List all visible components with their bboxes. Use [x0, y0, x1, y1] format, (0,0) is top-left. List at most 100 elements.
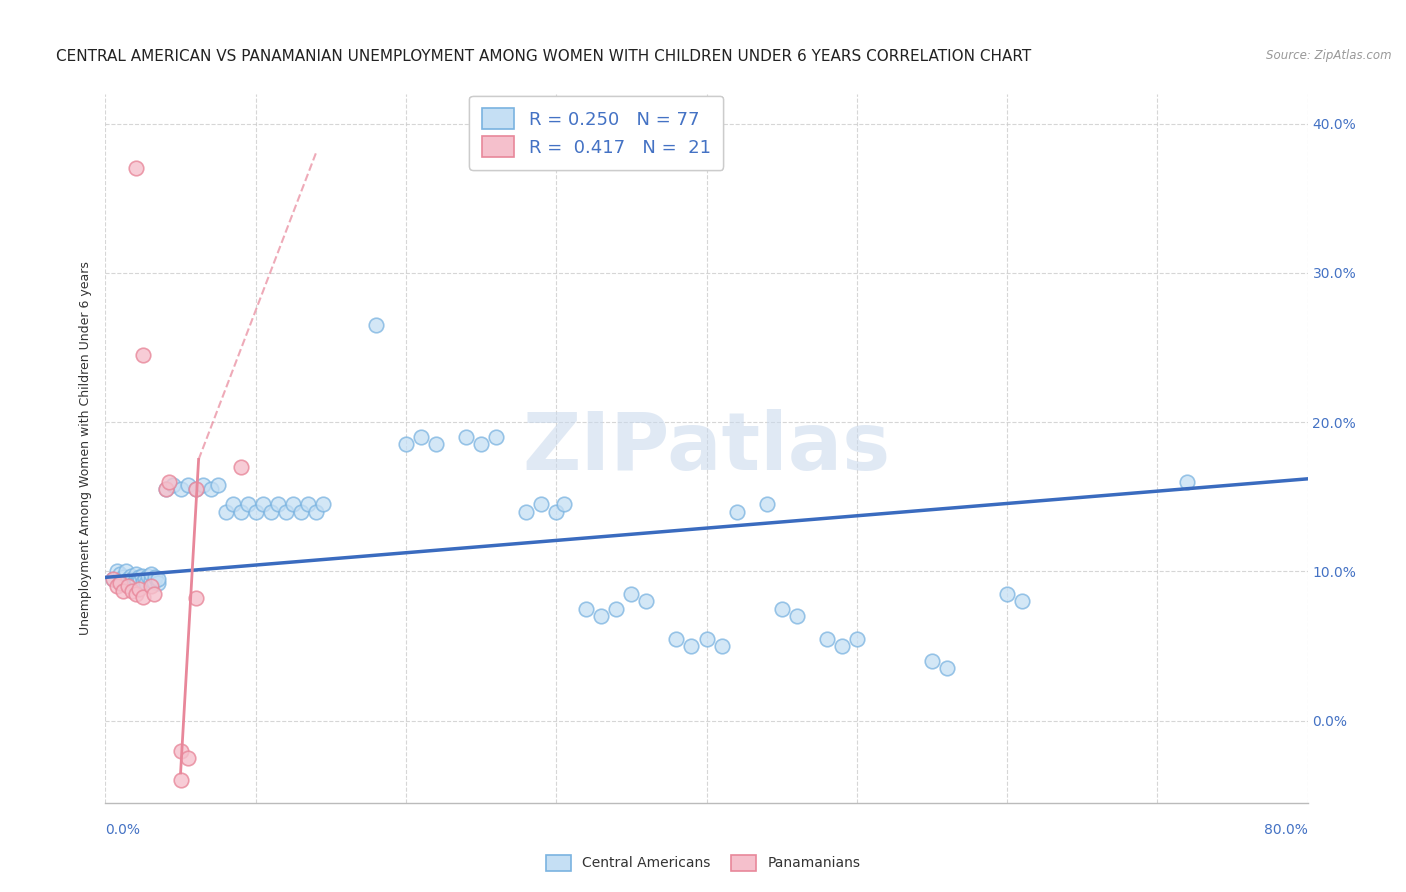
Point — [125, 574, 148, 589]
Point — [470, 437, 492, 451]
Point — [184, 483, 207, 497]
Point — [515, 505, 537, 519]
Text: ZIPatlas: ZIPatlas — [523, 409, 890, 487]
Point — [132, 590, 155, 604]
Point — [136, 569, 159, 583]
Point — [169, 483, 191, 497]
Point — [155, 483, 177, 497]
Point — [142, 574, 165, 589]
Point — [121, 572, 143, 586]
Point — [135, 576, 157, 591]
Point — [155, 483, 177, 497]
Point — [115, 565, 138, 579]
Point — [112, 583, 135, 598]
Point — [157, 475, 180, 489]
Point — [117, 572, 139, 586]
Point — [636, 594, 658, 608]
Legend: Central Americans, Panamanians: Central Americans, Panamanians — [540, 849, 866, 876]
Point — [591, 609, 613, 624]
Point — [169, 773, 191, 788]
Point — [112, 570, 135, 584]
Point — [312, 497, 335, 511]
Point — [132, 574, 155, 589]
Point — [110, 567, 132, 582]
Point — [177, 478, 200, 492]
Point — [283, 497, 305, 511]
Point — [114, 576, 136, 591]
Point — [530, 497, 553, 511]
Point — [995, 587, 1018, 601]
Point — [921, 654, 943, 668]
Point — [252, 497, 274, 511]
Point — [546, 505, 568, 519]
Point — [128, 582, 150, 597]
Point — [146, 572, 169, 586]
Point — [101, 572, 124, 586]
Point — [139, 579, 162, 593]
Point — [143, 570, 166, 584]
Point — [110, 574, 132, 589]
Point — [146, 576, 169, 591]
Point — [454, 430, 477, 444]
Point — [305, 505, 328, 519]
Point — [409, 430, 432, 444]
Point — [191, 478, 214, 492]
Point — [200, 483, 222, 497]
Point — [124, 572, 146, 586]
Point — [229, 459, 252, 474]
Point — [553, 497, 575, 511]
Point — [124, 587, 146, 601]
Point — [128, 570, 150, 584]
Point — [120, 569, 142, 583]
Point — [184, 483, 207, 497]
Point — [177, 751, 200, 765]
Point — [845, 632, 868, 646]
Point — [207, 478, 229, 492]
Point — [122, 576, 145, 591]
Point — [184, 591, 207, 606]
Point — [229, 505, 252, 519]
Point — [101, 572, 124, 586]
Point — [222, 497, 245, 511]
Legend: R = 0.250   N = 77, R =  0.417   N =  21: R = 0.250 N = 77, R = 0.417 N = 21 — [470, 95, 723, 169]
Point — [770, 601, 793, 615]
Y-axis label: Unemployment Among Women with Children Under 6 years: Unemployment Among Women with Children U… — [79, 261, 93, 635]
Point — [395, 437, 418, 451]
Point — [139, 567, 162, 582]
Point — [815, 632, 838, 646]
Point — [117, 579, 139, 593]
Point — [725, 505, 748, 519]
Point — [274, 505, 297, 519]
Point — [162, 478, 184, 492]
Point — [134, 572, 156, 586]
Point — [110, 576, 132, 591]
Point — [786, 609, 808, 624]
Text: 80.0%: 80.0% — [1264, 823, 1308, 837]
Point — [485, 430, 508, 444]
Point — [118, 576, 141, 591]
Point — [214, 505, 236, 519]
Point — [936, 661, 959, 675]
Point — [260, 505, 283, 519]
Point — [620, 587, 643, 601]
Point — [425, 437, 447, 451]
Point — [696, 632, 718, 646]
Point — [131, 569, 153, 583]
Point — [124, 567, 146, 582]
Point — [124, 161, 146, 176]
Text: Source: ZipAtlas.com: Source: ZipAtlas.com — [1267, 49, 1392, 62]
Point — [107, 565, 129, 579]
Text: CENTRAL AMERICAN VS PANAMANIAN UNEMPLOYMENT AMONG WOMEN WITH CHILDREN UNDER 6 YE: CENTRAL AMERICAN VS PANAMANIAN UNEMPLOYM… — [56, 49, 1032, 64]
Point — [142, 587, 165, 601]
Point — [238, 497, 260, 511]
Point — [681, 639, 703, 653]
Point — [364, 318, 387, 332]
Point — [267, 497, 290, 511]
Point — [121, 583, 143, 598]
Point — [297, 497, 319, 511]
Point — [107, 579, 129, 593]
Point — [1011, 594, 1033, 608]
Point — [665, 632, 688, 646]
Point — [245, 505, 267, 519]
Point — [605, 601, 627, 615]
